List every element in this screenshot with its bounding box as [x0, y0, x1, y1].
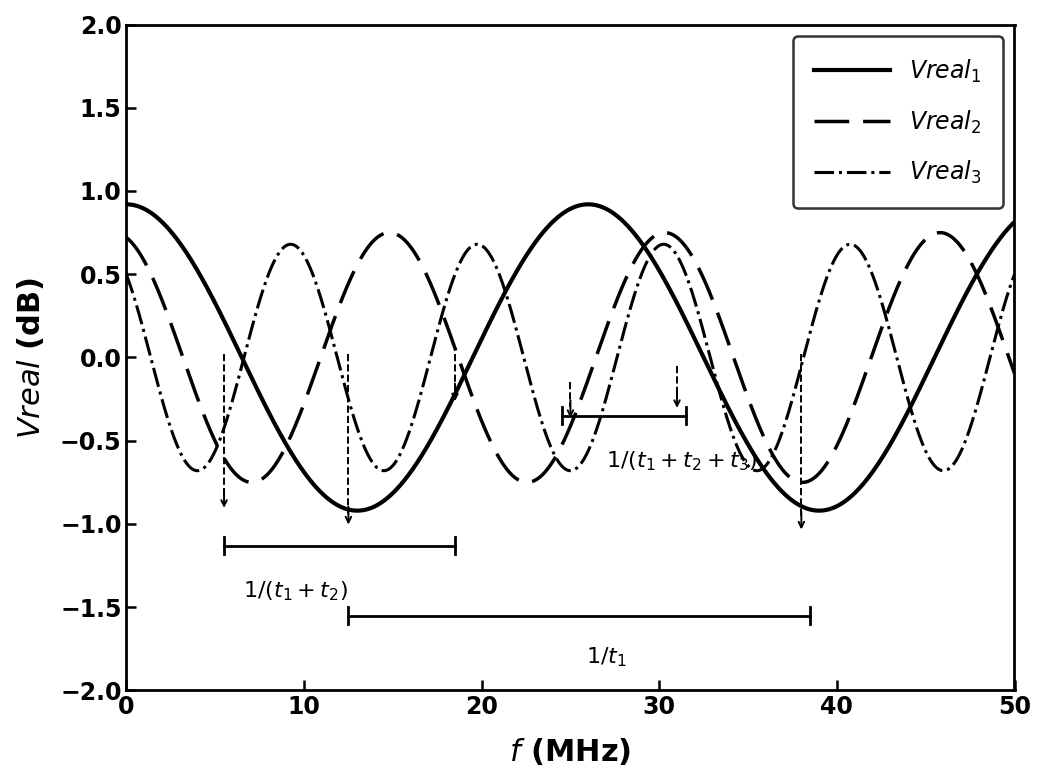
Legend: $\mathit{Vreal}_1$, $\mathit{Vreal}_2$, $\mathit{Vreal}_3$: $\mathit{Vreal}_1$, $\mathit{Vreal}_2$, … [793, 36, 1003, 208]
Y-axis label: $\mathit{Vreal}$ (dB): $\mathit{Vreal}$ (dB) [15, 276, 46, 439]
Text: $\mathit{1/(t_1+t_2+t_3)}$: $\mathit{1/(t_1+t_2+t_3)}$ [606, 449, 757, 472]
Text: $\mathit{1/t_1}$: $\mathit{1/t_1}$ [586, 645, 627, 669]
X-axis label: $\mathit{f}$ (MHz): $\mathit{f}$ (MHz) [509, 736, 632, 767]
Text: $\mathit{1/(t_1+t_2)}$: $\mathit{1/(t_1+t_2)}$ [243, 579, 347, 602]
